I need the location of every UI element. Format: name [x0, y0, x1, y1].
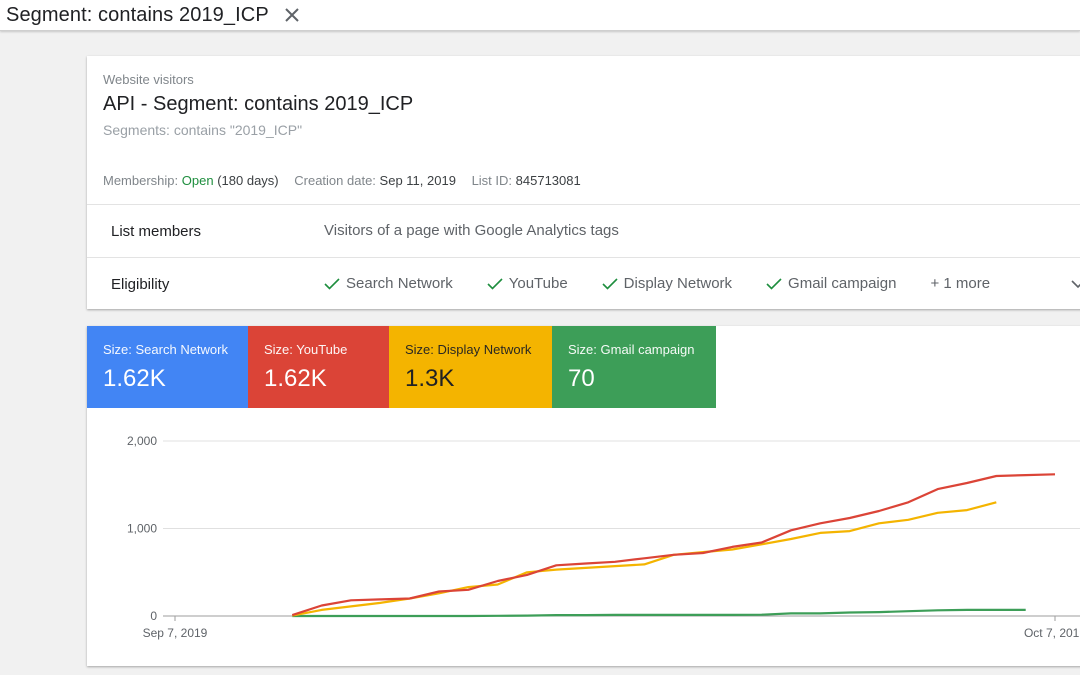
y-tick-label: 2,000: [127, 434, 157, 448]
tile-label: Size: YouTube: [264, 342, 348, 357]
segment-title: Segment: contains 2019_ICP: [6, 3, 269, 26]
series-line: [291, 473, 1056, 617]
eligibility-item-label: Gmail campaign: [788, 275, 897, 292]
eligibility-item: YouTube: [487, 275, 568, 292]
list-id-value: 845713081: [515, 173, 581, 188]
size-tile-gmail-campaign[interactable]: Size: Gmail campaign 70: [552, 326, 716, 408]
size-tile-youtube[interactable]: Size: YouTube 1.62K: [248, 326, 389, 408]
size-tile-display-network[interactable]: Size: Display Network 1.3K: [389, 326, 552, 408]
audience-size-chart: 0 1,000 2,000 Sep 7, 2019 Oct 7, 2019: [127, 434, 1080, 640]
eligibility-item-label: YouTube: [508, 275, 568, 292]
x-tick-label: Sep 7, 2019: [143, 626, 208, 640]
creation-date-label: Creation date:: [294, 173, 376, 188]
x-tick-label: Oct 7, 2019: [1024, 626, 1080, 640]
tile-label: Size: Display Network: [405, 342, 532, 357]
series-line: [292, 608, 1026, 618]
list-details-card: Website visitors API - Segment: contains…: [87, 56, 1080, 309]
creation-date-value: Sep 11, 2019: [379, 173, 456, 188]
size-tiles: Size: Search Network 1.62K Size: YouTube…: [87, 326, 716, 408]
y-tick-label: 0: [150, 609, 157, 623]
eligibility-more-link[interactable]: + 1 more: [930, 275, 991, 292]
eligibility-item-label: Display Network: [623, 275, 733, 292]
membership-duration: (180 days): [217, 173, 279, 188]
tile-value: 1.62K: [264, 365, 327, 392]
list-subtitle: Segments: contains "2019_ICP": [103, 122, 303, 138]
eligibility-row[interactable]: Eligibility Search Network YouTube Displ…: [87, 257, 1080, 310]
list-title: API - Segment: contains 2019_ICP: [103, 93, 414, 115]
tile-label: Size: Gmail campaign: [568, 342, 695, 357]
close-icon[interactable]: [281, 4, 303, 26]
tile-label: Size: Search Network: [103, 342, 228, 357]
check-icon: [602, 277, 618, 290]
eligibility-item-label: Search Network: [346, 275, 453, 292]
list-meta: Membership: Open (180 days) Creation dat…: [103, 173, 581, 188]
list-type-label: Website visitors: [103, 72, 194, 87]
eligibility-item: Search Network: [324, 275, 453, 292]
eligibility-item: Display Network: [602, 275, 732, 292]
membership-label: Membership:: [103, 173, 179, 188]
audience-size-card: Size: Search Network 1.62K Size: YouTube…: [87, 326, 1080, 666]
check-icon: [324, 277, 340, 290]
list-id-label: List ID:: [471, 173, 513, 188]
tile-value: 70: [568, 365, 595, 392]
eligibility-list: Search Network YouTube Display Network G…: [324, 275, 990, 292]
tile-value: 1.62K: [103, 365, 166, 392]
eligibility-label: Eligibility: [111, 276, 170, 293]
segment-header-bar: Segment: contains 2019_ICP: [0, 0, 1080, 31]
check-icon: [766, 277, 782, 290]
tile-value: 1.3K: [405, 365, 455, 392]
list-members-value: Visitors of a page with Google Analytics…: [324, 222, 619, 239]
size-tile-search-network[interactable]: Size: Search Network 1.62K: [87, 326, 248, 408]
y-tick-label: 1,000: [127, 522, 157, 536]
membership-status: Open: [181, 173, 214, 188]
eligibility-item: Gmail campaign: [766, 275, 896, 292]
check-icon: [487, 277, 503, 290]
chevron-down-icon[interactable]: [1071, 276, 1080, 294]
list-members-label: List members: [111, 223, 202, 240]
list-members-row: List members Visitors of a page with Goo…: [87, 204, 1080, 257]
